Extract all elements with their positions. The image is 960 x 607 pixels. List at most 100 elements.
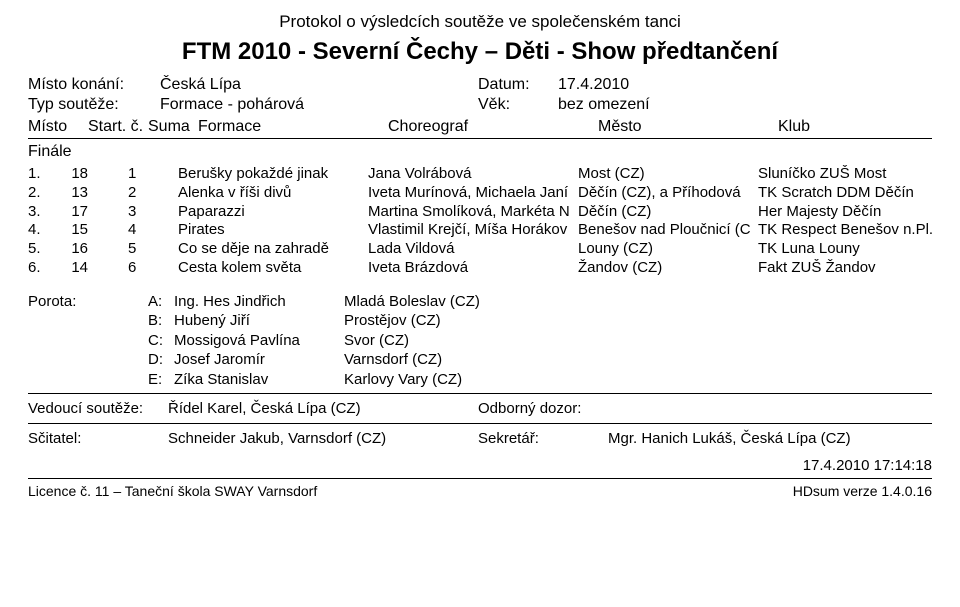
result-row: 3. 17 3 Paparazzi Martina Smolíková, Mar… bbox=[28, 203, 932, 222]
r-startnum: 17 bbox=[48, 203, 128, 222]
r-club: Fakt ZUŠ Žandov bbox=[758, 259, 932, 278]
footer: Licence č. 11 – Taneční škola SWAY Varns… bbox=[28, 483, 932, 499]
r-startnum: 18 bbox=[48, 165, 128, 184]
r-place: 1. bbox=[28, 165, 48, 184]
col-formace: Formace bbox=[198, 118, 388, 136]
r-club: TK Scratch DDM Děčín bbox=[758, 184, 932, 203]
judge-city: Karlovy Vary (CZ) bbox=[344, 370, 932, 390]
r-place: 4. bbox=[28, 221, 48, 240]
r-formation: Co se děje na zahradě bbox=[178, 240, 368, 259]
supervisor-value bbox=[608, 400, 932, 417]
judge-name: Ing. Hes Jindřich bbox=[174, 292, 344, 312]
r-startnum: 16 bbox=[48, 240, 128, 259]
venue-value: Česká Lípa bbox=[160, 76, 478, 94]
r-city: Benešov nad Ploučnicí (C bbox=[578, 221, 758, 240]
judges-label: Porota: bbox=[28, 292, 148, 312]
r-choreographer: Martina Smolíková, Markéta N bbox=[368, 203, 578, 222]
r-club: TK Luna Louny bbox=[758, 240, 932, 259]
age-value: bez omezení bbox=[558, 96, 932, 114]
r-suma: 3 bbox=[128, 203, 178, 222]
col-choreograf: Choreograf bbox=[388, 118, 598, 136]
date-label: Datum: bbox=[478, 76, 558, 94]
r-formation: Berušky pokaždé jinak bbox=[178, 165, 368, 184]
supertitle: Protokol o výsledcích soutěže ve společe… bbox=[28, 12, 932, 32]
scrutineer-value: Schneider Jakub, Varnsdorf (CZ) bbox=[168, 430, 478, 447]
r-suma: 1 bbox=[128, 165, 178, 184]
r-suma: 4 bbox=[128, 221, 178, 240]
judges-block: Porota: A: Ing. Hes Jindřich Mladá Boles… bbox=[28, 292, 932, 390]
r-place: 2. bbox=[28, 184, 48, 203]
r-suma: 6 bbox=[128, 259, 178, 278]
result-row: 5. 16 5 Co se děje na zahradě Lada Vildo… bbox=[28, 240, 932, 259]
col-misto: Místo bbox=[28, 118, 88, 136]
r-place: 3. bbox=[28, 203, 48, 222]
r-city: Děčín (CZ) bbox=[578, 203, 758, 222]
r-place: 5. bbox=[28, 240, 48, 259]
r-city: Děčín (CZ), a Příhodová bbox=[578, 184, 758, 203]
result-row: 1. 18 1 Berušky pokaždé jinak Jana Volrá… bbox=[28, 165, 932, 184]
r-suma: 5 bbox=[128, 240, 178, 259]
judge-code: E: bbox=[148, 370, 174, 390]
r-choreographer: Iveta Brázdová bbox=[368, 259, 578, 278]
judge-city: Mladá Boleslav (CZ) bbox=[344, 292, 932, 312]
judge-name: Zíka Stanislav bbox=[174, 370, 344, 390]
r-formation: Pirates bbox=[178, 221, 368, 240]
r-place: 6. bbox=[28, 259, 48, 278]
col-klub: Klub bbox=[778, 118, 932, 136]
r-startnum: 15 bbox=[48, 221, 128, 240]
r-suma: 2 bbox=[128, 184, 178, 203]
type-label: Typ soutěže: bbox=[28, 96, 160, 114]
judge-city: Prostějov (CZ) bbox=[344, 311, 932, 331]
footer-version: HDsum verze 1.4.0.16 bbox=[793, 483, 932, 499]
meta-type-row: Typ soutěže: Formace - pohárová Věk: bez… bbox=[28, 96, 932, 114]
r-choreographer: Jana Volrábová bbox=[368, 165, 578, 184]
col-suma: Suma bbox=[148, 118, 198, 136]
r-city: Most (CZ) bbox=[578, 165, 758, 184]
judge-city: Svor (CZ) bbox=[344, 331, 932, 351]
judge-name: Josef Jaromír bbox=[174, 350, 344, 370]
judge-code: B: bbox=[148, 311, 174, 331]
judge-code: A: bbox=[148, 292, 174, 312]
main-title: FTM 2010 - Severní Čechy – Děti - Show p… bbox=[28, 38, 932, 66]
judge-code: C: bbox=[148, 331, 174, 351]
type-value: Formace - pohárová bbox=[160, 96, 478, 114]
secretary-label: Sekretář: bbox=[478, 430, 608, 447]
r-formation: Cesta kolem světa bbox=[178, 259, 368, 278]
section-title: Finále bbox=[28, 143, 932, 161]
officials-row-1: Vedoucí soutěže: Řídel Karel, Česká Lípa… bbox=[28, 400, 932, 417]
r-club: Her Majesty Děčín bbox=[758, 203, 932, 222]
r-choreographer: Vlastimil Krejčí, Míša Horákov bbox=[368, 221, 578, 240]
rule-before-officials bbox=[28, 393, 932, 394]
judge-name: Hubený Jiří bbox=[174, 311, 344, 331]
officials-row-2: Sčitatel: Schneider Jakub, Varnsdorf (CZ… bbox=[28, 430, 932, 447]
leader-value: Řídel Karel, Česká Lípa (CZ) bbox=[168, 400, 478, 417]
date-value: 17.4.2010 bbox=[558, 76, 932, 94]
footer-rule bbox=[28, 478, 932, 479]
r-startnum: 13 bbox=[48, 184, 128, 203]
judge-name: Mossigová Pavlína bbox=[174, 331, 344, 351]
age-label: Věk: bbox=[478, 96, 558, 114]
r-formation: Alenka v říši divů bbox=[178, 184, 368, 203]
column-header-row: Místo Start. č. Suma Formace Choreograf … bbox=[28, 118, 932, 136]
r-choreographer: Iveta Murínová, Michaela Janí bbox=[368, 184, 578, 203]
meta-venue-row: Místo konání: Česká Lípa Datum: 17.4.201… bbox=[28, 76, 932, 94]
secretary-value: Mgr. Hanich Lukáš, Česká Lípa (CZ) bbox=[608, 430, 932, 447]
timestamp: 17.4.2010 17:14:18 bbox=[28, 457, 932, 474]
col-mesto: Město bbox=[598, 118, 778, 136]
leader-label: Vedoucí soutěže: bbox=[28, 400, 168, 417]
result-row: 4. 15 4 Pirates Vlastimil Krejčí, Míša H… bbox=[28, 221, 932, 240]
page: Protokol o výsledcích soutěže ve společe… bbox=[0, 0, 960, 607]
scrutineer-label: Sčitatel: bbox=[28, 430, 168, 447]
r-startnum: 14 bbox=[48, 259, 128, 278]
footer-license: Licence č. 11 – Taneční škola SWAY Varns… bbox=[28, 483, 317, 499]
r-city: Louny (CZ) bbox=[578, 240, 758, 259]
judge-code: D: bbox=[148, 350, 174, 370]
judge-city: Varnsdorf (CZ) bbox=[344, 350, 932, 370]
r-club: Sluníčko ZUŠ Most bbox=[758, 165, 932, 184]
col-startc: Start. č. bbox=[88, 118, 148, 136]
rule-mid-officials bbox=[28, 423, 932, 424]
result-row: 2. 13 2 Alenka v říši divů Iveta Murínov… bbox=[28, 184, 932, 203]
supervisor-label: Odborný dozor: bbox=[478, 400, 608, 417]
r-choreographer: Lada Vildová bbox=[368, 240, 578, 259]
result-row: 6. 14 6 Cesta kolem světa Iveta Brázdová… bbox=[28, 259, 932, 278]
